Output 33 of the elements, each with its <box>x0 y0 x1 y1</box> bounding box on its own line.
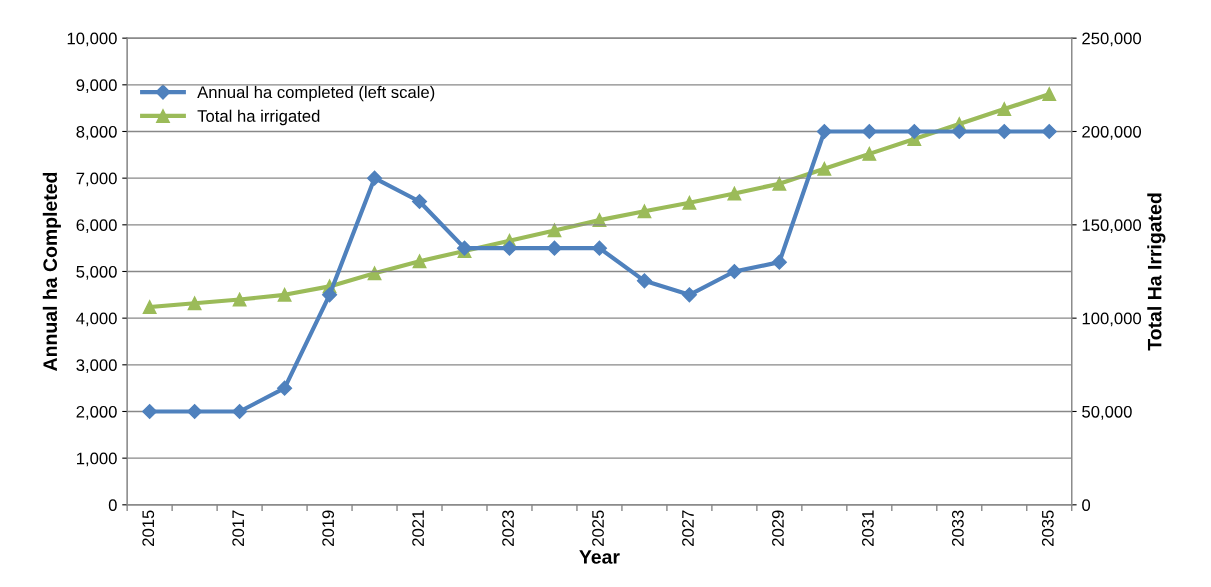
x-tick-label: 2027 <box>682 510 694 546</box>
y-tick-label: 0 <box>108 499 117 512</box>
x-tick-label: 2019 <box>322 510 335 546</box>
y-tick-label: 1,000 <box>77 452 117 467</box>
x-tick-label: 2029 <box>772 510 784 546</box>
x-tick-label: 2025 <box>592 510 604 546</box>
legend-label: Annual ha completed (left scale) <box>197 85 435 102</box>
y-tick-label: 10,000 <box>67 32 117 47</box>
x-axis-title: Year <box>579 550 620 564</box>
x-tick-label: 2035 <box>1041 510 1054 546</box>
x-tick-label: 2017 <box>232 510 245 546</box>
y2-tick-label: 0 <box>1082 499 1091 512</box>
x-tick-label: 2015 <box>142 510 155 546</box>
y-tick-label: 8,000 <box>76 125 117 140</box>
x-tick-label: 2023 <box>502 510 514 546</box>
y2-tick-label: 200,000 <box>1082 125 1142 140</box>
y-tick-label: 9,000 <box>76 79 117 93</box>
y2-tick-label: 50,000 <box>1082 405 1132 420</box>
y-tick-label: 3,000 <box>76 359 117 373</box>
x-tick-label: 2031 <box>862 510 874 546</box>
y2-tick-label: 150,000 <box>1082 219 1142 233</box>
x-tick-label: 2033 <box>951 510 964 546</box>
y2-axis-title: Total Ha Irrigated <box>1147 193 1166 351</box>
y-tick-label: 4,000 <box>76 312 117 327</box>
legend-label: Total ha irrigated <box>197 109 320 126</box>
y2-tick-label: 100,000 <box>1082 312 1142 327</box>
y-tick-label: 7,000 <box>76 172 117 187</box>
y2-tick-label: 250,000 <box>1082 32 1142 47</box>
y-tick-label: 2,000 <box>76 405 117 420</box>
y-tick-label: 6,000 <box>76 219 117 233</box>
y-axis-title: Annual ha Completed <box>42 172 61 371</box>
x-tick-label: 2021 <box>412 510 424 546</box>
y-tick-label: 5,000 <box>76 265 117 280</box>
